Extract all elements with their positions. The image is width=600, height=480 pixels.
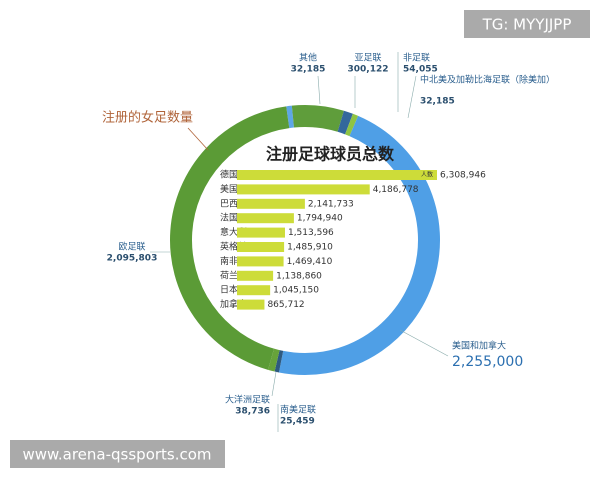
ring-segment — [345, 113, 359, 137]
leader-line — [271, 371, 277, 397]
value-label: 4,186,778 — [373, 185, 419, 195]
bar — [237, 285, 271, 296]
bar — [237, 184, 370, 195]
category-label: 德国 — [220, 169, 238, 181]
segment-value: 2,255,000 — [452, 354, 523, 370]
category-label: 日本 — [220, 284, 238, 296]
annotation: 注册的女足数量 — [102, 110, 193, 126]
watermark-box — [10, 440, 225, 468]
category-label: 美国 — [220, 183, 238, 195]
segment-value: 32,185 — [420, 97, 455, 107]
segment-label: 中北美及加勒比海足联（除美加） — [420, 74, 555, 86]
annotation-line — [187, 127, 209, 151]
segment-value: 38,736 — [235, 407, 270, 417]
segment-label: 南美足联 — [280, 404, 316, 416]
value-label: 1,138,860 — [276, 271, 322, 281]
value-label: 865,712 — [267, 300, 304, 310]
bar — [237, 198, 305, 209]
segment-value: 25,459 — [280, 417, 315, 427]
segment-value: 300,122 — [348, 65, 389, 75]
segment-label: 欧足联 — [118, 241, 145, 253]
value-label: 1,485,910 — [287, 243, 333, 253]
ring-segment — [170, 106, 290, 370]
ring-segment — [286, 105, 295, 129]
bar — [237, 242, 285, 252]
bar — [237, 213, 294, 224]
value-label: 1,469,410 — [287, 257, 333, 267]
watermark: TG: MYYJJPP — [482, 16, 572, 34]
segment-value: 54,055 — [403, 65, 438, 75]
leader-line — [407, 75, 417, 119]
leader-line — [399, 329, 449, 357]
watermark: www.arena-qssports.com — [22, 446, 211, 464]
value-label: 6,308,946 — [440, 171, 486, 181]
ring-segment — [278, 115, 440, 375]
ring-segment — [291, 105, 344, 132]
bar — [237, 299, 265, 310]
category-label: 南非 — [220, 255, 238, 267]
segment-label: 亚足联 — [354, 53, 381, 64]
segment-label: 非足联 — [403, 52, 430, 64]
bar-annotation: 人数 — [421, 171, 433, 179]
value-label: 1,513,596 — [288, 228, 334, 238]
bar — [237, 256, 284, 267]
bar — [237, 227, 285, 238]
segment-value: 32,185 — [291, 65, 326, 75]
value-label: 1,794,940 — [297, 214, 343, 224]
segment-label: 美国和加拿大 — [452, 340, 506, 352]
ring-segment — [274, 350, 284, 373]
segment-label: 其他 — [299, 52, 317, 64]
value-label: 1,045,150 — [273, 286, 319, 296]
segment-label: 大洋洲足联 — [225, 394, 270, 406]
category-label: 巴西 — [220, 198, 238, 209]
category-label: 荷兰 — [220, 269, 238, 281]
chart-title: 注册足球球员总数 — [266, 145, 395, 164]
bar — [237, 270, 274, 281]
segment-value: 2,095,803 — [107, 254, 158, 264]
watermark-box — [464, 10, 590, 38]
leader-line — [317, 75, 321, 105]
ring-segment — [268, 348, 280, 372]
ring-segment — [337, 110, 353, 135]
value-label: 2,141,733 — [308, 199, 354, 209]
bar — [237, 170, 437, 180]
category-label: 法国 — [220, 212, 238, 224]
